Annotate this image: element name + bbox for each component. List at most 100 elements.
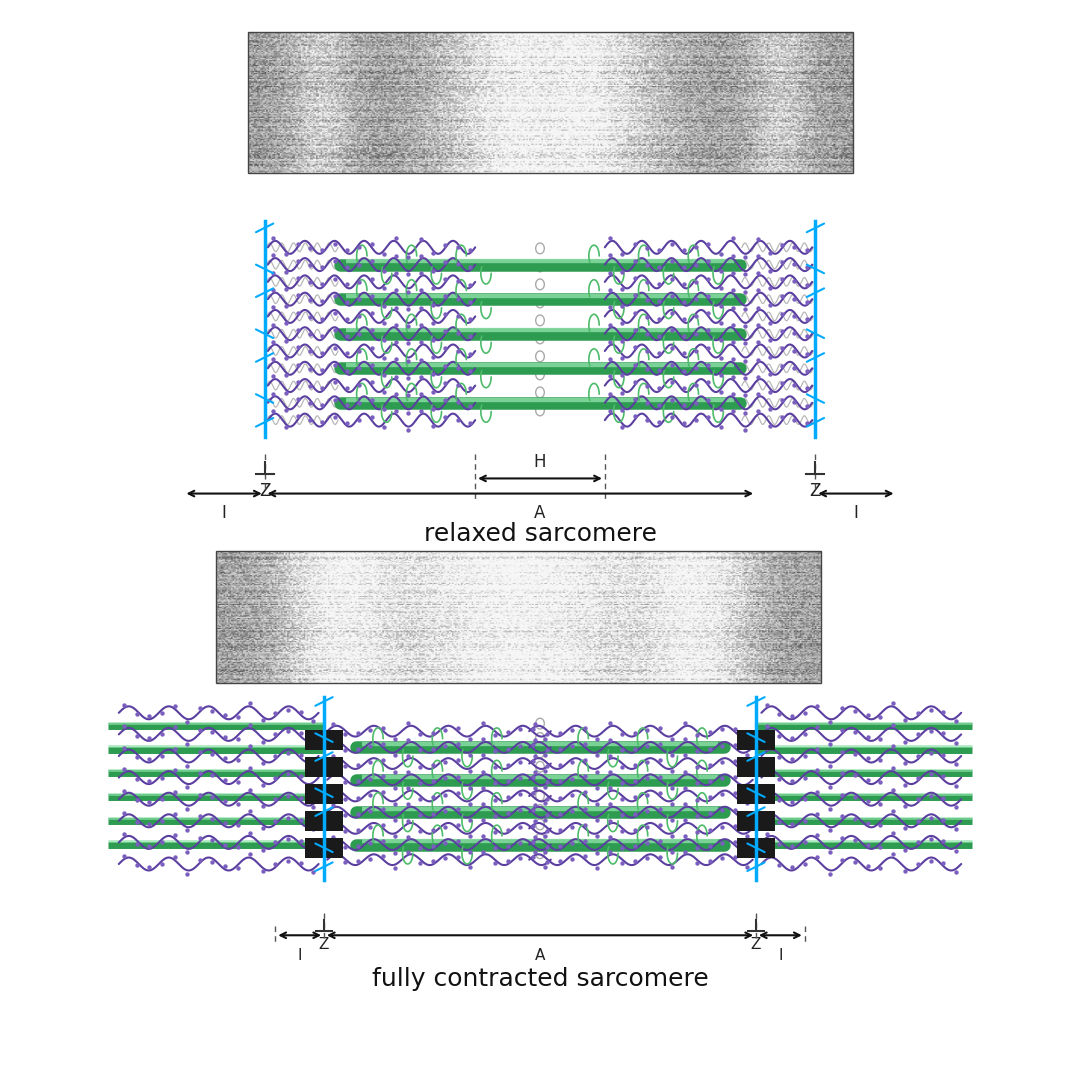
Point bbox=[773, 408, 791, 426]
Point bbox=[651, 768, 669, 785]
Point bbox=[487, 742, 504, 759]
Point bbox=[725, 247, 742, 265]
Point bbox=[289, 235, 307, 253]
Point bbox=[847, 724, 864, 741]
Point bbox=[739, 779, 756, 796]
Point bbox=[602, 780, 619, 797]
Point bbox=[613, 758, 631, 775]
Point bbox=[276, 314, 294, 332]
Point bbox=[872, 730, 889, 747]
Point bbox=[351, 394, 368, 411]
Point bbox=[909, 791, 927, 808]
Point bbox=[424, 788, 442, 806]
Point bbox=[872, 838, 889, 855]
Point bbox=[313, 293, 330, 310]
Point bbox=[638, 786, 656, 804]
Point bbox=[363, 339, 380, 356]
Point bbox=[449, 784, 467, 801]
Point bbox=[375, 349, 392, 366]
Point bbox=[602, 334, 619, 351]
Point bbox=[449, 256, 467, 273]
Point bbox=[821, 800, 838, 818]
Point bbox=[351, 360, 368, 377]
Point bbox=[129, 835, 146, 852]
Point bbox=[712, 366, 729, 383]
Point bbox=[821, 822, 838, 839]
Point bbox=[191, 700, 208, 717]
Point bbox=[338, 310, 355, 327]
Point bbox=[229, 708, 246, 726]
Point bbox=[449, 719, 467, 737]
Point bbox=[374, 735, 391, 753]
Point bbox=[499, 724, 516, 741]
Point bbox=[289, 287, 307, 305]
Point bbox=[413, 282, 430, 299]
Point bbox=[714, 720, 731, 738]
Point bbox=[934, 703, 951, 720]
Point bbox=[551, 757, 568, 774]
Point bbox=[750, 299, 767, 316]
Point bbox=[400, 335, 417, 352]
Point bbox=[602, 843, 619, 861]
Point bbox=[872, 860, 889, 877]
Point bbox=[922, 744, 940, 761]
Point bbox=[153, 747, 171, 765]
Point bbox=[129, 727, 146, 744]
Point bbox=[487, 839, 504, 856]
Point bbox=[305, 842, 322, 860]
Point bbox=[834, 721, 851, 739]
Point bbox=[689, 854, 706, 872]
Point bbox=[305, 799, 322, 816]
Point bbox=[650, 396, 667, 414]
Point bbox=[363, 356, 380, 374]
Point bbox=[885, 759, 902, 777]
Point bbox=[204, 832, 221, 849]
Point bbox=[688, 239, 705, 256]
Point bbox=[289, 322, 307, 339]
Point bbox=[280, 852, 297, 869]
Point bbox=[551, 838, 568, 855]
Point bbox=[140, 837, 158, 854]
Point bbox=[872, 752, 889, 769]
Point bbox=[254, 712, 271, 729]
Point bbox=[663, 811, 680, 828]
Point bbox=[758, 825, 775, 842]
Point bbox=[626, 772, 644, 789]
Point bbox=[701, 756, 718, 773]
Point bbox=[714, 737, 731, 754]
Point bbox=[362, 819, 379, 836]
Point bbox=[129, 792, 146, 809]
Point bbox=[387, 843, 404, 861]
Text: relaxed sarcomere: relaxed sarcomere bbox=[423, 522, 657, 545]
Point bbox=[424, 332, 442, 349]
Point bbox=[166, 740, 184, 757]
Bar bbox=[248, 32, 853, 173]
Point bbox=[675, 258, 692, 275]
Point bbox=[166, 848, 184, 865]
Point bbox=[191, 851, 208, 868]
Point bbox=[798, 258, 815, 275]
Point bbox=[638, 802, 656, 820]
Point bbox=[524, 801, 541, 819]
Point bbox=[796, 855, 813, 873]
Point bbox=[387, 827, 404, 845]
Point bbox=[388, 299, 405, 316]
Point bbox=[537, 859, 554, 876]
Point bbox=[551, 773, 568, 791]
Point bbox=[809, 848, 826, 865]
Point bbox=[726, 720, 743, 738]
Point bbox=[539, 741, 556, 758]
Point bbox=[424, 852, 442, 869]
Point bbox=[166, 761, 184, 779]
Point bbox=[276, 280, 294, 297]
Point bbox=[474, 715, 491, 732]
Point bbox=[947, 713, 964, 730]
Point bbox=[413, 247, 430, 265]
Point bbox=[896, 712, 914, 729]
Point bbox=[191, 743, 208, 760]
Point bbox=[338, 327, 355, 345]
Point bbox=[461, 327, 478, 345]
Point bbox=[326, 287, 343, 305]
Point bbox=[292, 811, 309, 828]
Point bbox=[116, 696, 133, 713]
